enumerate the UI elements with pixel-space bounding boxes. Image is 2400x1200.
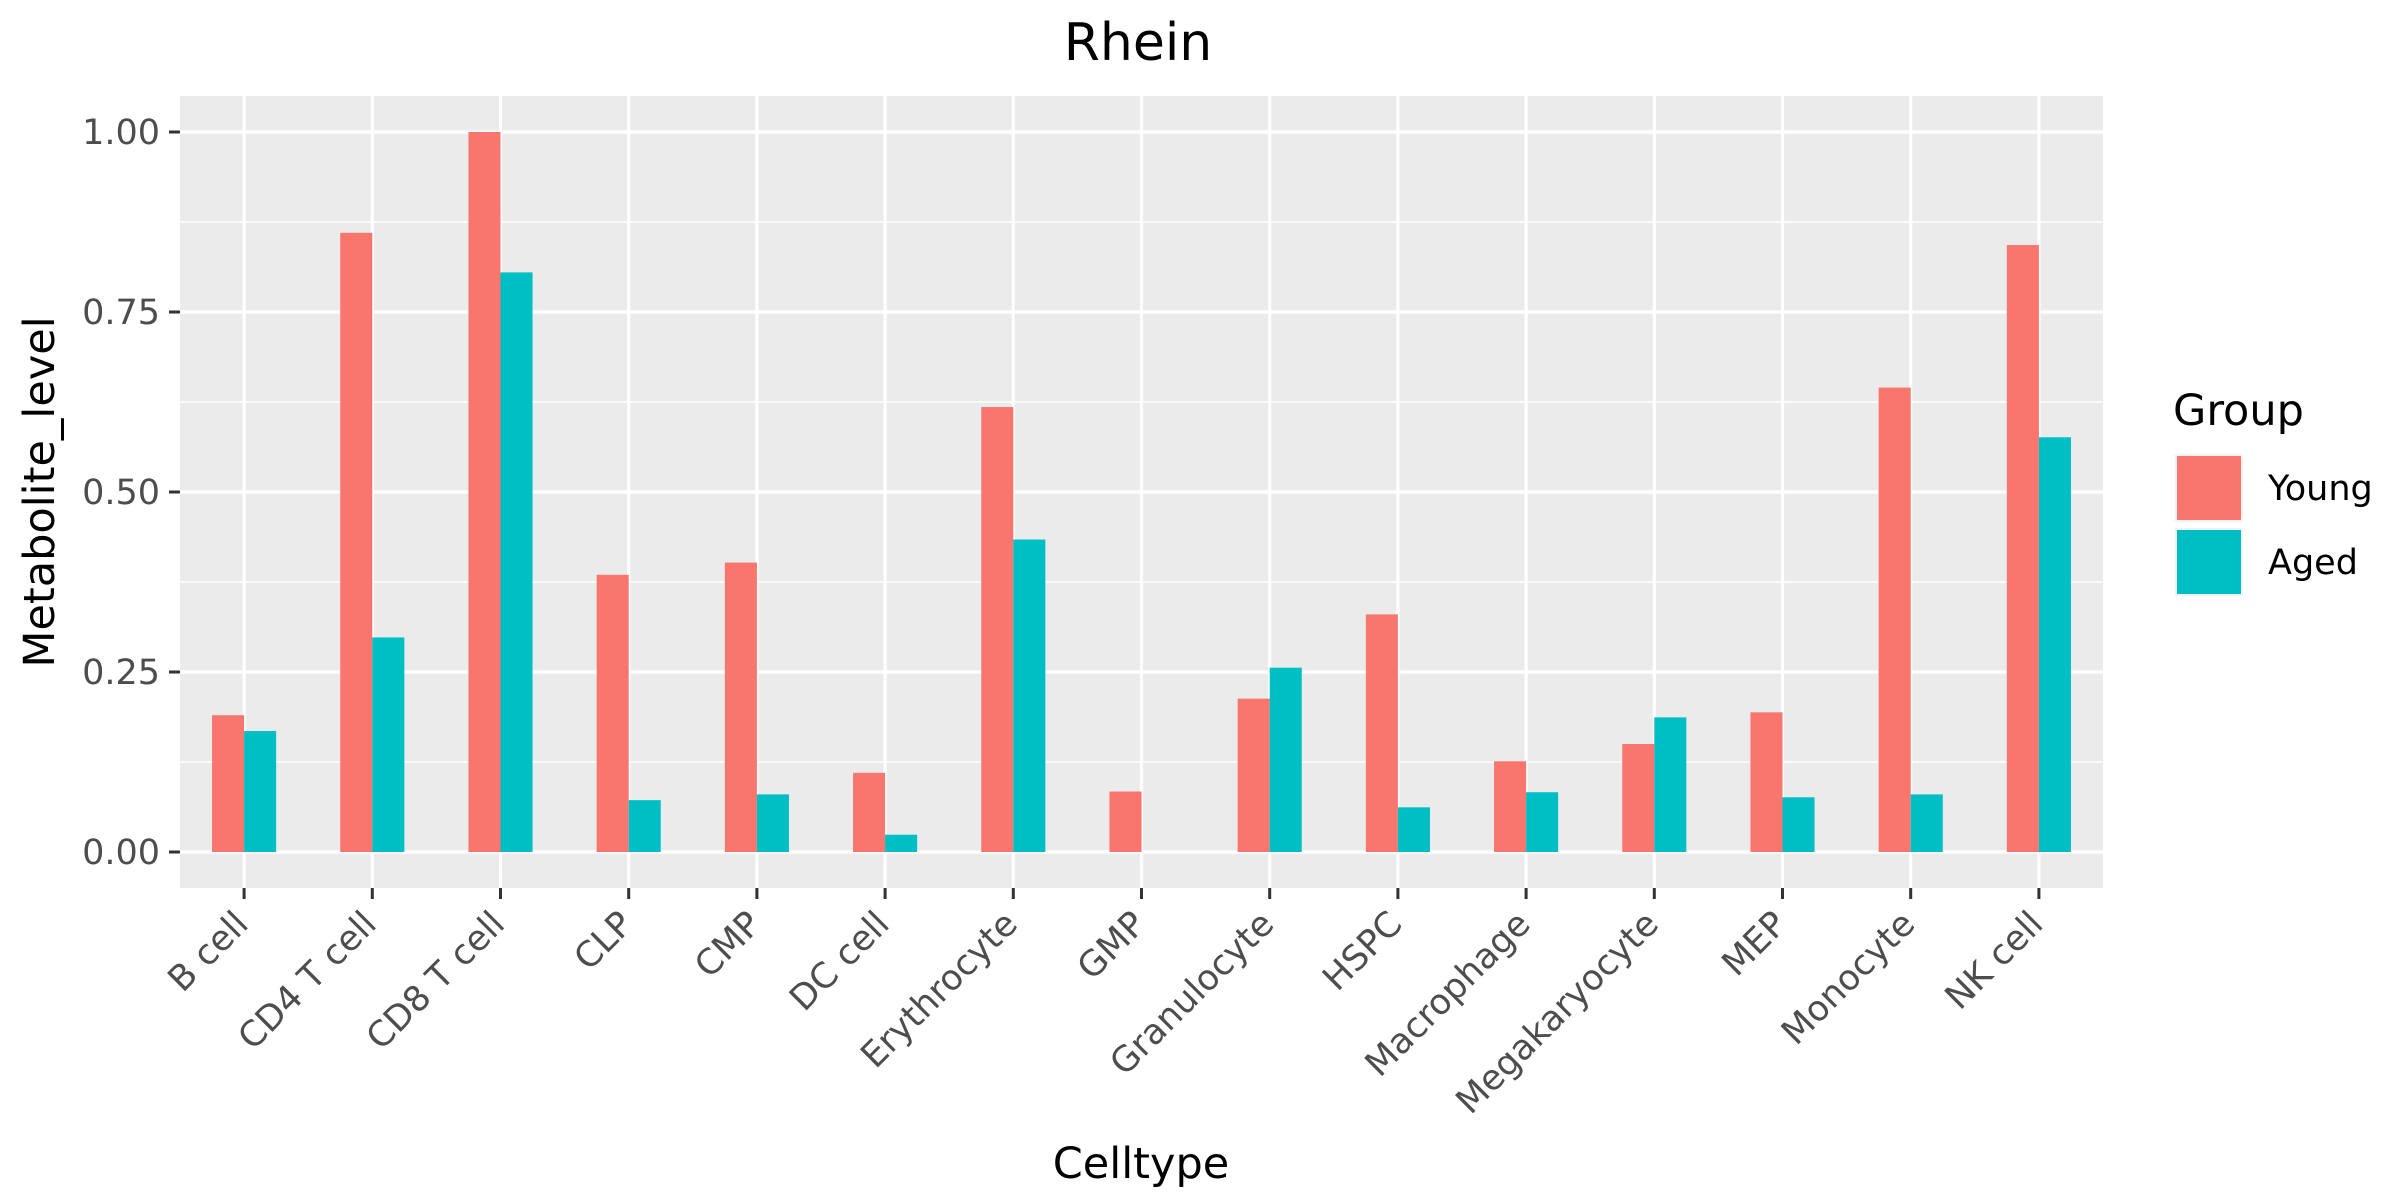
x-tick-label: Monocyte <box>1774 904 1923 1053</box>
x-axis-title: Celltype <box>1053 1139 1229 1189</box>
bar-aged <box>2038 437 2071 852</box>
bar-aged <box>885 834 918 852</box>
bar-aged <box>1654 717 1687 852</box>
legend-label: Aged <box>2268 543 2358 583</box>
x-tick-label: CMP <box>687 904 769 986</box>
legend-title: Group <box>2173 386 2304 436</box>
bar-young <box>981 407 1014 852</box>
x-tick-label: GMP <box>1070 904 1154 988</box>
bar-aged <box>372 637 405 852</box>
bar-young <box>1237 698 1270 852</box>
bar-young <box>468 132 501 852</box>
bar-young <box>340 232 373 853</box>
bar-aged <box>628 800 661 852</box>
bar-young <box>1109 791 1142 852</box>
x-tick-label: MEP <box>1715 904 1795 984</box>
bar-aged <box>244 731 277 852</box>
bar-young <box>1878 387 1911 852</box>
bar-aged <box>1397 807 1430 852</box>
bar-aged <box>500 272 533 852</box>
legend-key-aged <box>2177 530 2241 594</box>
x-tick-label: CLP <box>567 904 641 978</box>
bar-young <box>1365 614 1398 852</box>
x-tick-label: HSPC <box>1315 904 1410 999</box>
legend: Group Young Aged <box>2173 386 2373 596</box>
bar-young <box>1750 712 1783 852</box>
bar-young <box>1494 761 1527 852</box>
bar-aged <box>756 794 789 852</box>
bar-young <box>1622 744 1655 852</box>
bar-young <box>212 715 245 852</box>
legend-label: Young <box>2267 469 2373 509</box>
bars <box>212 132 2071 853</box>
bar-young <box>596 574 629 852</box>
x-tick-label: NK cell <box>1938 904 2051 1017</box>
bar-young <box>724 562 757 852</box>
y-tick-label: 1.00 <box>82 113 160 153</box>
legend-key-young <box>2177 456 2241 520</box>
x-tick-label: DC cell <box>782 904 897 1019</box>
chart-title: Rhein <box>1064 13 1212 73</box>
y-tick-label: 0.50 <box>82 473 160 513</box>
bar-aged <box>1269 667 1302 852</box>
bar-aged <box>1910 794 1943 852</box>
y-tick-label: 0.75 <box>82 293 160 333</box>
y-tick-label: 0.00 <box>82 833 160 873</box>
bar-aged <box>1782 797 1815 852</box>
x-tick-label: CD8 T cell <box>359 904 513 1058</box>
bar-aged <box>1013 539 1046 852</box>
x-tick-label: CD4 T cell <box>231 904 385 1058</box>
bar-aged <box>1526 792 1559 852</box>
y-axis-title: Metabolite_level <box>15 316 65 667</box>
bar-young <box>853 772 886 852</box>
y-axis: 0.00 0.25 0.50 0.75 1.00 <box>82 113 180 873</box>
bar-young <box>2006 245 2039 853</box>
y-tick-label: 0.25 <box>82 653 160 693</box>
x-tick-label: B cell <box>161 904 257 1000</box>
